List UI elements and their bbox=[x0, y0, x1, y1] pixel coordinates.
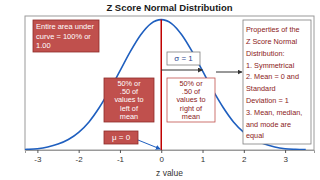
title: Z Score Normal Distribution bbox=[106, 2, 232, 13]
annotation-text: equal bbox=[246, 131, 264, 140]
annotation-text: Z Score Normal bbox=[246, 37, 297, 46]
connector-arrow bbox=[216, 72, 242, 73]
annotation-box bbox=[243, 20, 311, 144]
x-axis-title: z value bbox=[156, 168, 183, 178]
annotation-box bbox=[167, 52, 200, 65]
annotation-text: and mode are bbox=[246, 120, 291, 129]
x-tick: -3 bbox=[34, 150, 42, 164]
plot-frame bbox=[25, 16, 314, 150]
annotation-text: 1. Symmetrical bbox=[246, 61, 295, 70]
annotation-text: μ = 0 bbox=[112, 133, 131, 142]
x-tick-label: 3 bbox=[283, 155, 288, 164]
x-tick-label: -2 bbox=[76, 155, 84, 164]
x-tick-mark bbox=[120, 150, 121, 153]
annotation-text: mean bbox=[120, 112, 138, 121]
chart: Z Score Normal Distribution -3 -2 -1 0 1 2 3 z v… bbox=[0, 0, 320, 180]
annotation-box bbox=[33, 20, 99, 52]
annotation-text: Properties of the bbox=[246, 25, 300, 34]
x-tick: 2 bbox=[242, 150, 247, 164]
annotation: Entire area undercurve = 100% or1.00 bbox=[33, 20, 99, 52]
x-tick: -1 bbox=[117, 150, 125, 164]
plot-area bbox=[25, 20, 306, 150]
annotation-text: Deviation = 1 bbox=[246, 96, 289, 105]
annotation-text: 3. Mean, median, bbox=[246, 108, 302, 117]
annotation-text: Standard bbox=[246, 84, 276, 93]
x-tick-label: 0 bbox=[160, 155, 165, 164]
x-tick-mark bbox=[244, 150, 245, 153]
annotation-text: σ = 1 bbox=[174, 54, 193, 63]
x-tick-mark bbox=[161, 150, 162, 153]
mean-line bbox=[160, 20, 162, 150]
annotation-box bbox=[104, 78, 154, 122]
x-tick-label: 2 bbox=[242, 155, 247, 164]
annotation-box bbox=[167, 78, 215, 122]
mu-arrow bbox=[138, 140, 160, 149]
x-tick: 0 bbox=[160, 150, 165, 164]
annotation-text: 2. Mean = 0 and bbox=[246, 72, 299, 81]
annotation: Properties of the Z Score Normal Distribut… bbox=[243, 20, 311, 144]
annotation: 50% or.50 ofvalues toright ofmean bbox=[167, 78, 215, 122]
x-tick: 1 bbox=[201, 150, 206, 164]
x-tick-mark bbox=[37, 150, 38, 153]
x-tick-label: -1 bbox=[117, 155, 125, 164]
x-tick-mark bbox=[285, 150, 286, 153]
annotation-text: 1.00 bbox=[36, 41, 51, 50]
x-tick: -2 bbox=[76, 150, 84, 164]
annotation: μ = 0 bbox=[104, 131, 138, 144]
x-tick-label: -3 bbox=[34, 155, 42, 164]
sigma-arrow bbox=[161, 70, 202, 71]
annotation-text: Distribution: bbox=[246, 49, 285, 58]
annotation-text: mean bbox=[182, 112, 200, 121]
x-axis-line bbox=[26, 151, 315, 154]
x-tick-mark bbox=[79, 150, 80, 153]
annotation-box bbox=[104, 131, 138, 144]
annotation: 50% or.50 ofvalues toleft ofmean bbox=[104, 78, 154, 122]
x-axis: -3 -2 -1 0 1 2 3 bbox=[26, 150, 315, 164]
x-tick: 3 bbox=[283, 150, 288, 164]
annotation-text: Entire area under bbox=[36, 22, 94, 31]
x-tick-label: 1 bbox=[201, 155, 206, 164]
annotation: σ = 1 bbox=[167, 52, 200, 65]
x-tick-mark bbox=[203, 150, 204, 153]
annotation-text: curve = 100% or bbox=[36, 32, 91, 41]
